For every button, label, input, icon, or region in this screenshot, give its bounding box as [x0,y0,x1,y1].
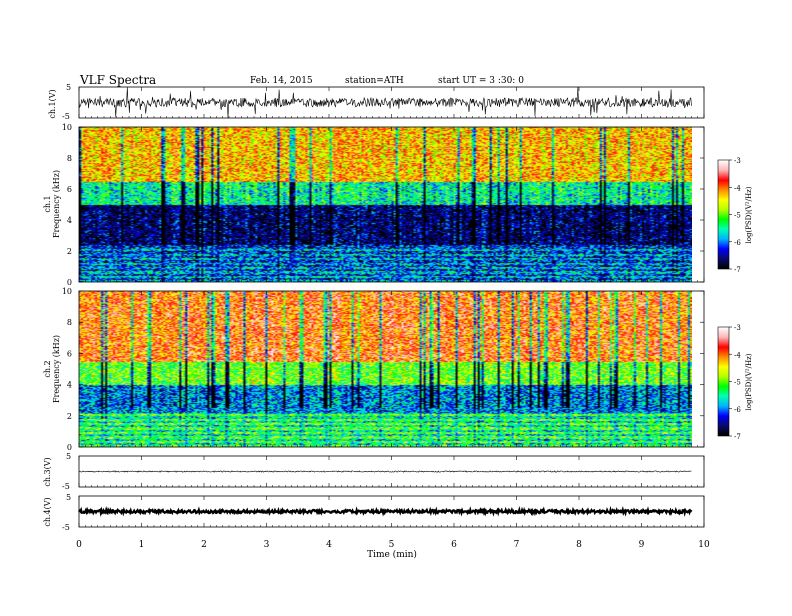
ch1-colorbar-ticks: -3 -4 -5 -6 -7 [729,157,741,274]
colorbar-tick-label: -6 [734,406,741,414]
ch2-spec-ylabel: Frequency (kHz) [52,335,61,403]
ch2-colorbar-ticks: -3 -4 -5 -6 -7 [729,324,741,441]
ch1-ylabel: ch.1(V) [48,89,57,118]
ch3-trace [78,470,692,473]
start-time-label: start UT = 3 :30: 0 [438,76,524,86]
colorbar-tick-label: -3 [734,157,741,165]
time-axis-label: Time (min) [367,549,417,560]
time-axis: 0 1 2 3 4 5 6 7 8 9 10 [76,87,710,550]
freq-tick-label: 8 [67,318,72,327]
freq-tick-label: 6 [67,349,72,358]
time-tick-label: 9 [639,540,645,550]
freq-tick-label: 4 [67,381,72,390]
ch1-freq-ticks: 0 2 4 6 8 10 [62,123,704,287]
ch4-waveform-panel: 5 -5 ch.4(V) [43,493,705,532]
ch2-spec-ylabel-top: ch.2 [43,360,52,377]
ch2-colorbar: -3 -4 -5 -6 -7 log(PSD)(V²/Hz) [717,324,753,441]
colorbar-tick-label: -5 [734,212,741,220]
date-label: Feb. 14, 2015 [250,76,313,86]
time-tick-label: 0 [76,540,82,550]
ch4-ytick-bottom: -5 [62,523,70,532]
waveform-line [78,505,693,518]
freq-tick-label: 10 [62,287,72,296]
ch3-ytick-bottom: -5 [62,482,70,491]
colorbar-tick-label: -6 [734,239,741,247]
ch4-trace [78,505,693,518]
ch2-colorbar-label: log(PSD)(V²/Hz) [745,353,753,410]
figure-title: VLF Spectra [79,73,156,87]
ch1-ytick-bottom: -5 [62,112,70,121]
colorbar-tick-label: -3 [734,324,741,332]
ch3-waveform-panel: 5 -5 ch.3(V) [43,452,705,491]
time-tick-label: 2 [201,540,207,550]
time-tick-label: 5 [389,540,395,550]
ch2-spectrogram-image [79,291,692,447]
colorbar-tick-label: -5 [734,379,741,387]
ch1-ytick-top: 5 [66,83,71,92]
ch2-colorbar-image [718,327,729,436]
time-tick-label: 4 [326,540,332,550]
time-tick-label: 3 [264,540,270,550]
waveform-line [78,470,692,473]
ch1-trace [78,86,692,119]
station-label: station=ATH [345,76,404,86]
colorbar-tick-label: -4 [734,351,741,359]
freq-tick-label: 4 [67,216,72,225]
time-tick-label: 1 [139,540,145,550]
ch1-colorbar-label: log(PSD)(V²/Hz) [745,186,753,243]
ch1-spec-ylabel-top: ch.1 [43,195,52,212]
freq-tick-label: 8 [67,154,72,163]
freq-tick-label: 0 [67,278,72,287]
ch4-ylabel: ch.4(V) [43,497,52,526]
ch1-spec-ylabel: Frequency (kHz) [52,170,61,238]
colorbar-tick-label: -4 [734,184,741,192]
ch3-ytick-top: 5 [66,452,71,461]
ch1-colorbar: -3 -4 -5 -6 -7 log(PSD)(V²/Hz) [717,157,753,274]
ch2-spectrogram-panel: 0 2 4 6 8 10 ch.2 Frequency (kHz) [43,287,705,452]
ch4-ytick-top: 5 [66,493,71,502]
ch1-waveform-panel: 5 -5 ch.1(V) [48,83,705,121]
time-tick-label: 8 [576,540,582,550]
ch1-colorbar-image [718,160,729,269]
freq-tick-label: 10 [62,123,72,132]
ch1-spectrogram-image [79,127,692,282]
time-tick-label: 6 [451,540,457,550]
colorbar-tick-label: -7 [734,266,741,274]
ch2-freq-ticks: 0 2 4 6 8 10 [62,287,704,452]
freq-tick-label: 2 [67,412,72,421]
ch1-waveform-frame [78,86,705,119]
freq-tick-label: 2 [67,247,72,256]
ch3-ylabel: ch.3(V) [43,457,52,486]
freq-tick-label: 0 [67,443,72,452]
ch1-spectrogram-panel: 0 2 4 6 8 10 ch.1 Frequency (kHz) [43,123,705,287]
time-tick-label: 7 [514,540,520,550]
colorbar-tick-label: -7 [734,433,741,441]
waveform-line [78,86,692,119]
freq-tick-label: 6 [67,185,72,194]
time-tick-label: 10 [698,540,710,550]
